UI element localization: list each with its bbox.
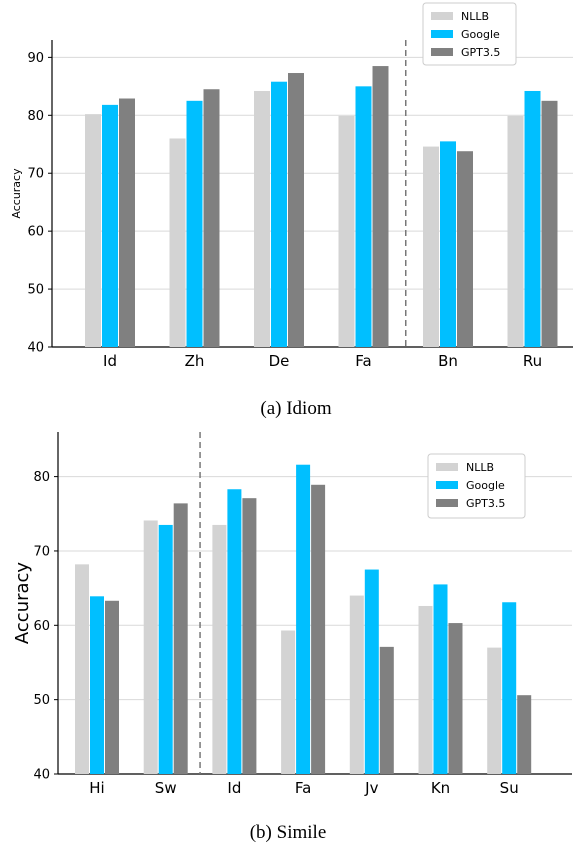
idiom-legend-swatch [431, 12, 453, 20]
simile-y-tick-label: 70 [33, 544, 50, 559]
idiom-bar-google-de [271, 81, 287, 347]
simile-bar-google-id [227, 489, 242, 774]
idiom-bar-google-fa [355, 86, 372, 347]
idiom-bar-gpt35-id [119, 98, 135, 347]
simile-bar-gpt35-id [242, 498, 257, 774]
idiom-y-tick-label: 60 [27, 225, 44, 240]
idiom-y-axis-label: Accuracy [10, 168, 23, 219]
simile-x-tick-label: Hi [89, 779, 104, 797]
idiom-bar-gpt35-zh [203, 89, 220, 348]
idiom-bar-google-zh [186, 100, 203, 347]
simile-bar-gpt35-su [517, 695, 532, 774]
simile-bar-google-su [502, 602, 517, 774]
simile-legend-swatch [436, 463, 458, 471]
simile-x-tick-label: Jv [364, 779, 378, 797]
simile-bar-google-fa [296, 464, 311, 774]
idiom-chart: 40 50 60 70 80 90 Accuracy Id Zh De Fa Bn Ru NLLB Goog… [10, 2, 573, 370]
simile-chart: 40 50 60 70 80 Accuracy Hi Sw Id Fa Jv Kn Su NLLB Goog… [12, 432, 572, 797]
simile-bar-nllb-hi [75, 564, 89, 774]
simile-bar-gpt35-sw [173, 503, 188, 774]
simile-bar-google-jv [364, 569, 379, 774]
simile-y-tick-label: 60 [33, 619, 50, 634]
idiom-bar-google-id [102, 104, 118, 347]
simile-bar-nllb-fa [281, 630, 296, 774]
idiom-bar-gpt35-de [288, 73, 304, 348]
idiom-bar-gpt35-ru [541, 100, 558, 347]
idiom-legend-swatch [431, 30, 453, 38]
simile-bar-nllb-sw [143, 520, 158, 774]
idiom-legend-label: NLLB [461, 10, 489, 23]
simile-y-tick-label: 40 [33, 768, 50, 783]
idiom-y-tick-label: 50 [27, 283, 44, 298]
idiom-y-tick-label: 40 [27, 341, 44, 356]
simile-y-axis-label: Accuracy [12, 562, 33, 645]
simile-y-tick-label: 50 [33, 693, 50, 708]
idiom-legend-swatch [431, 48, 453, 56]
simile-legend-label: Google [466, 479, 505, 492]
simile-legend-label: GPT3.5 [466, 497, 505, 510]
idiom-bar-gpt35-fa [372, 66, 389, 347]
idiom-x-tick-label: Fa [355, 352, 371, 370]
simile-bar-google-kn [433, 584, 448, 774]
idiom-x-tick-label: Ru [523, 352, 542, 370]
simile-legend-swatch [436, 499, 458, 507]
simile-x-tick-label: Id [227, 779, 241, 797]
idiom-legend: NLLB Google GPT3.5 [422, 2, 517, 66]
idiom-bar-gpt35-bn [457, 151, 473, 347]
caption-simile: (b) Simile [250, 822, 327, 843]
simile-bar-nllb-su [487, 647, 502, 774]
simile-legend-label: NLLB [466, 461, 494, 474]
idiom-x-tick-label: Id [103, 352, 117, 370]
simile-x-tick-label: Fa [295, 779, 311, 797]
simile-bar-google-hi [90, 596, 104, 774]
idiom-y-tick-label: 90 [27, 51, 44, 66]
simile-legend: NLLB Google GPT3.5 [427, 453, 526, 519]
simile-bar-gpt35-fa [311, 484, 326, 774]
simile-bar-nllb-id [212, 524, 227, 774]
simile-x-tick-label: Sw [155, 779, 177, 797]
idiom-y-tick-label: 80 [27, 109, 44, 124]
idiom-x-tick-label: Bn [438, 352, 458, 370]
idiom-bar-nllb-ru [507, 115, 524, 347]
idiom-bar-google-ru [524, 90, 541, 348]
idiom-bar-nllb-id [85, 114, 101, 347]
simile-bar-gpt35-jv [379, 646, 394, 774]
idiom-legend-label: GPT3.5 [461, 46, 500, 59]
simile-legend-swatch [436, 481, 458, 489]
idiom-bar-nllb-de [254, 90, 270, 348]
idiom-y-tick-label: 70 [27, 167, 44, 182]
idiom-x-tick-label: Zh [185, 352, 205, 370]
simile-x-tick-label: Su [500, 779, 519, 797]
caption-idiom: (a) Idiom [260, 398, 331, 419]
simile-x-tick-label: Kn [431, 779, 450, 797]
simile-bar-google-sw [158, 524, 173, 774]
simile-bar-gpt35-hi [105, 600, 119, 774]
idiom-bar-nllb-bn [423, 146, 439, 347]
simile-bar-nllb-kn [418, 605, 433, 774]
idiom-legend-label: Google [461, 28, 500, 41]
simile-y-tick-label: 80 [33, 470, 50, 485]
idiom-bar-nllb-zh [169, 138, 186, 347]
simile-bar-gpt35-kn [448, 623, 463, 774]
idiom-bar-google-bn [440, 141, 456, 347]
idiom-x-tick-label: De [269, 352, 290, 370]
simile-bar-nllb-jv [349, 595, 364, 774]
idiom-bar-nllb-fa [338, 115, 355, 347]
